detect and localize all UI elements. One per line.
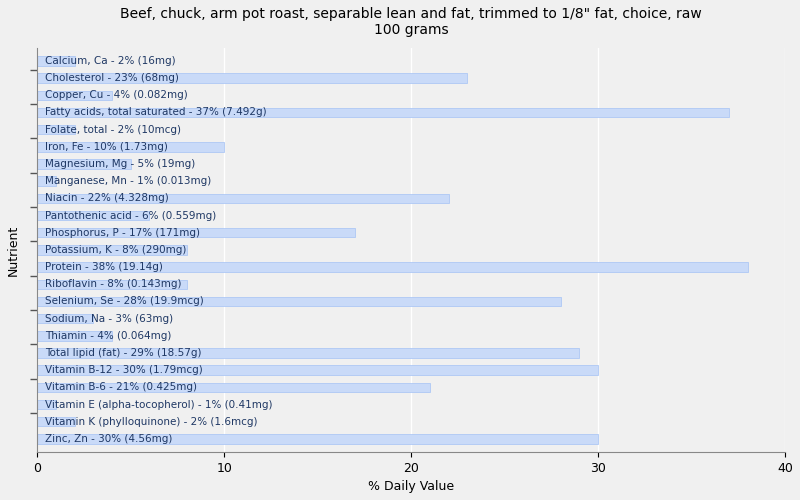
Title: Beef, chuck, arm pot roast, separable lean and fat, trimmed to 1/8" fat, choice,: Beef, chuck, arm pot roast, separable le…: [120, 7, 702, 37]
Bar: [38, 331, 112, 340]
Bar: [38, 434, 598, 444]
Text: Iron, Fe - 10% (1.73mg): Iron, Fe - 10% (1.73mg): [45, 142, 168, 152]
Text: Vitamin K (phylloquinone) - 2% (1.6mcg): Vitamin K (phylloquinone) - 2% (1.6mcg): [45, 416, 258, 426]
Text: Cholesterol - 23% (68mg): Cholesterol - 23% (68mg): [45, 73, 178, 83]
Y-axis label: Nutrient: Nutrient: [7, 224, 20, 276]
Text: Phosphorus, P - 17% (171mg): Phosphorus, P - 17% (171mg): [45, 228, 200, 237]
Text: Sodium, Na - 3% (63mg): Sodium, Na - 3% (63mg): [45, 314, 173, 324]
Bar: [38, 400, 56, 409]
Bar: [38, 194, 449, 203]
Bar: [38, 366, 598, 375]
Text: Niacin - 22% (4.328mg): Niacin - 22% (4.328mg): [45, 194, 169, 203]
Bar: [38, 296, 561, 306]
Text: Total lipid (fat) - 29% (18.57g): Total lipid (fat) - 29% (18.57g): [45, 348, 202, 358]
Text: Protein - 38% (19.14g): Protein - 38% (19.14g): [45, 262, 162, 272]
Text: Selenium, Se - 28% (19.9mcg): Selenium, Se - 28% (19.9mcg): [45, 296, 203, 306]
Text: Folate, total - 2% (10mcg): Folate, total - 2% (10mcg): [45, 124, 181, 134]
Bar: [38, 314, 94, 324]
Bar: [38, 108, 729, 117]
Bar: [38, 280, 187, 289]
Text: Riboflavin - 8% (0.143mg): Riboflavin - 8% (0.143mg): [45, 280, 182, 289]
Text: Vitamin B-6 - 21% (0.425mg): Vitamin B-6 - 21% (0.425mg): [45, 382, 197, 392]
Bar: [38, 160, 130, 168]
Text: Vitamin E (alpha-tocopherol) - 1% (0.41mg): Vitamin E (alpha-tocopherol) - 1% (0.41m…: [45, 400, 272, 409]
Bar: [38, 74, 467, 83]
Text: Calcium, Ca - 2% (16mg): Calcium, Ca - 2% (16mg): [45, 56, 175, 66]
Bar: [38, 228, 355, 237]
Bar: [38, 245, 187, 254]
Bar: [38, 211, 150, 220]
Text: Potassium, K - 8% (290mg): Potassium, K - 8% (290mg): [45, 245, 186, 255]
Text: Zinc, Zn - 30% (4.56mg): Zinc, Zn - 30% (4.56mg): [45, 434, 172, 444]
Bar: [38, 417, 74, 426]
Text: Thiamin - 4% (0.064mg): Thiamin - 4% (0.064mg): [45, 331, 171, 341]
Bar: [38, 125, 74, 134]
Text: Pantothenic acid - 6% (0.559mg): Pantothenic acid - 6% (0.559mg): [45, 210, 216, 220]
Text: Manganese, Mn - 1% (0.013mg): Manganese, Mn - 1% (0.013mg): [45, 176, 211, 186]
Text: Vitamin B-12 - 30% (1.79mcg): Vitamin B-12 - 30% (1.79mcg): [45, 365, 202, 375]
Bar: [38, 90, 112, 100]
X-axis label: % Daily Value: % Daily Value: [368, 480, 454, 493]
Bar: [38, 348, 579, 358]
Text: Copper, Cu - 4% (0.082mg): Copper, Cu - 4% (0.082mg): [45, 90, 187, 101]
Text: Magnesium, Mg - 5% (19mg): Magnesium, Mg - 5% (19mg): [45, 159, 195, 169]
Bar: [38, 56, 74, 66]
Text: Fatty acids, total saturated - 37% (7.492g): Fatty acids, total saturated - 37% (7.49…: [45, 108, 266, 118]
Bar: [38, 142, 224, 152]
Bar: [38, 382, 430, 392]
Bar: [38, 176, 56, 186]
Bar: [38, 262, 748, 272]
